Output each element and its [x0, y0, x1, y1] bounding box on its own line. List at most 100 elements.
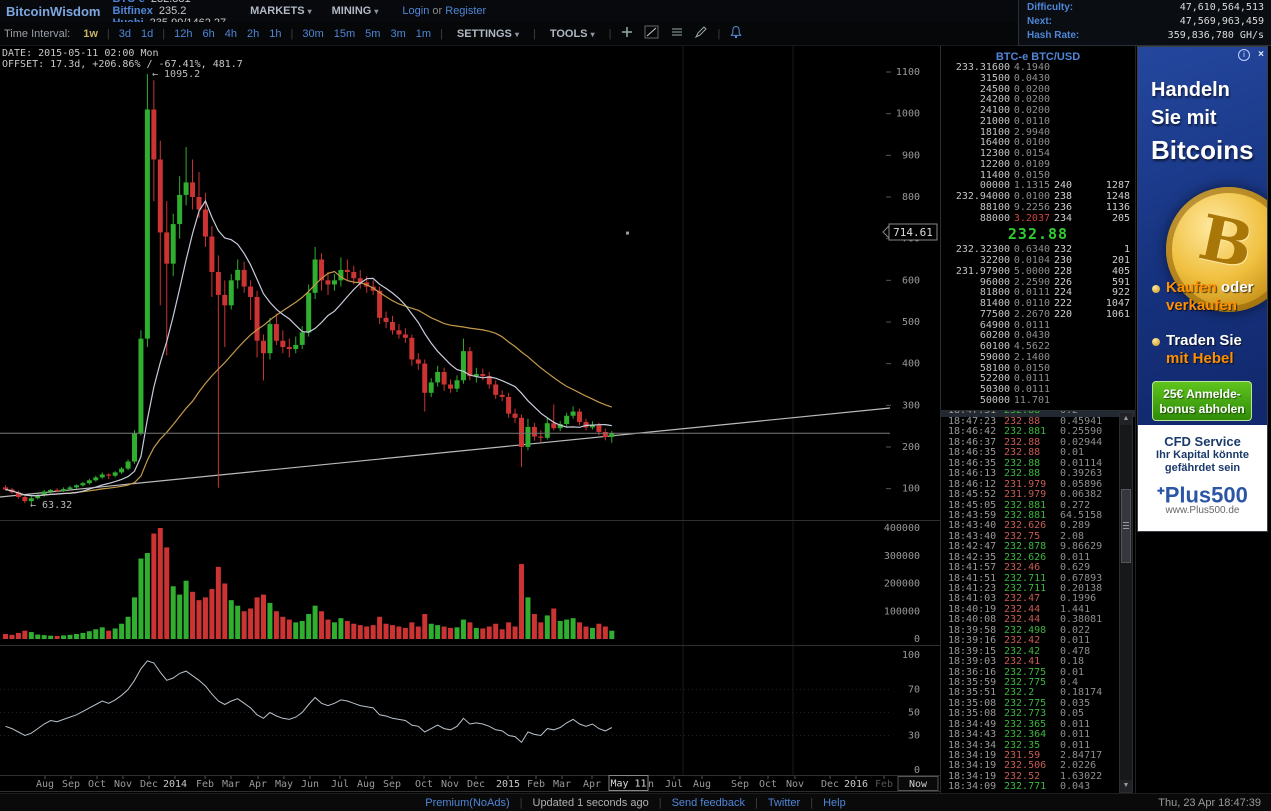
help-link[interactable]: Help: [823, 797, 846, 809]
trade-price: 232.775: [1004, 666, 1047, 678]
book-group-price: [1052, 385, 1072, 396]
chart-toolbar: Time Interval: 1w | 3d 1d | 12h 6h 4h 2h 1h | 30m 15…: [0, 22, 1018, 46]
interval-5m[interactable]: 5m: [365, 27, 381, 40]
interval-15m[interactable]: 15m: [333, 27, 356, 40]
ad-info-icon[interactable]: i: [1238, 49, 1250, 61]
interval-3m[interactable]: 3m: [390, 27, 406, 40]
lines-icon[interactable]: [670, 25, 684, 42]
candle-body: [170, 224, 176, 264]
trade-price: 232.775: [1004, 676, 1047, 688]
panel-divider: [940, 46, 941, 793]
candle-body: [112, 472, 118, 476]
interval-12h[interactable]: 12h: [174, 27, 193, 40]
plus500-ad[interactable]: i × Handeln Sie mit Bitcoins B Kaufen od…: [1137, 46, 1268, 532]
candle-body: [293, 344, 299, 350]
interval-3d[interactable]: 3d: [118, 27, 132, 40]
settings-menu[interactable]: SETTINGS ▾: [456, 27, 519, 40]
scroll-up-button[interactable]: ▲: [1120, 413, 1132, 425]
candle-body: [3, 487, 8, 490]
candle-body: [54, 489, 60, 492]
trade-row: 18:34:09 232.771 0.043: [941, 781, 1135, 792]
close-icon[interactable]: ×: [1258, 49, 1264, 60]
bell-icon[interactable]: [729, 25, 743, 43]
or-text: or: [432, 5, 443, 17]
axis-tick-label: 200000: [884, 579, 920, 590]
x-axis-label: Mar: [553, 779, 571, 790]
trade-amount: 2.08: [1060, 530, 1085, 542]
book-price: 77500: [979, 308, 1010, 320]
candle-body: [409, 337, 415, 360]
volume-bar: [61, 635, 67, 639]
book-amount: 2.9940: [1013, 126, 1050, 138]
book-group-price: [1052, 85, 1072, 96]
interval-1m[interactable]: 1m: [415, 27, 432, 40]
tools-menu[interactable]: TOOLS ▾: [549, 27, 595, 40]
trade-price: 232.44: [1004, 603, 1041, 615]
now-button[interactable]: [897, 776, 939, 791]
trade-time: 18:46:42: [948, 426, 997, 438]
trade-time: 18:43:40: [948, 530, 997, 542]
ad-url[interactable]: www.Plus500.de: [1165, 505, 1240, 517]
trade-price: 232.365: [1004, 718, 1047, 730]
candle-body: [41, 491, 47, 496]
book-amount: 0.0104: [1013, 255, 1050, 266]
date-tag-value: May 11: [610, 779, 646, 790]
send-feedback-link[interactable]: Send feedback: [671, 797, 745, 809]
book-amount: 1.1315: [1013, 180, 1050, 192]
candle-body: [28, 498, 34, 502]
volume-bar: [499, 629, 505, 639]
interval-1w[interactable]: 1w: [83, 27, 98, 40]
premium-link[interactable]: Premium(NoAds): [425, 797, 510, 809]
trade-price: 232.88: [1004, 457, 1041, 469]
volume-bar: [132, 597, 137, 639]
interval-6h[interactable]: 6h: [202, 27, 215, 40]
draw-line-icon[interactable]: [644, 25, 660, 42]
ticker-bitfinex[interactable]: Bitfinex 235.2: [113, 5, 227, 17]
register-link[interactable]: Register: [445, 5, 487, 17]
interval-30m[interactable]: 30m: [302, 27, 324, 40]
candlestick-chart[interactable]: 1002003004005006007008009001000110001000…: [0, 0, 940, 793]
low-annotation: ← 63.32: [30, 500, 72, 511]
trade-time: 18:41:03: [948, 593, 997, 605]
book-amount: 0.0100: [1013, 191, 1050, 202]
interval-4h[interactable]: 4h: [224, 27, 237, 40]
volume-bar: [428, 623, 434, 639]
mining-menu[interactable]: MINING ▾: [331, 5, 379, 17]
site-logo[interactable]: BitcoinWisdom: [6, 3, 101, 19]
candle-body: [435, 371, 441, 383]
interval-2h[interactable]: 2h: [247, 27, 260, 40]
scrollbar-thumb[interactable]: [1121, 489, 1131, 563]
trade-time: 18:40:08: [948, 614, 997, 626]
ad-bonus-button[interactable]: 25€ Anmelde-bonus abholen: [1152, 381, 1252, 421]
volume-bar: [602, 626, 608, 639]
candle-body: [267, 324, 273, 354]
trade-price: 232.364: [1004, 729, 1047, 741]
trade-price: 232.506: [1004, 760, 1047, 772]
volume-bar: [196, 600, 202, 639]
trade-time: 18:40:19: [948, 603, 997, 615]
book-amount: 3.2037: [1013, 212, 1050, 224]
login-link[interactable]: Login: [402, 5, 430, 17]
ticker-btc-e[interactable]: BTC-e 232.881: [113, 0, 227, 5]
trendline: [0, 407, 891, 498]
book-group-price: [1052, 331, 1072, 342]
book-price: 21000: [979, 115, 1010, 127]
interval-1d[interactable]: 1d: [141, 27, 154, 40]
plus-icon[interactable]: [620, 25, 634, 42]
interval-1h[interactable]: 1h: [269, 27, 282, 40]
trade-row: 18:41:51 232.711 0.67893: [941, 573, 1135, 584]
order-book-row: 21000 0.0110: [941, 115, 1135, 128]
markets-menu[interactable]: MARKETS ▾: [250, 5, 312, 17]
volume-bar: [86, 631, 92, 639]
twitter-link[interactable]: Twitter: [767, 797, 801, 809]
scroll-down-button[interactable]: ▼: [1120, 780, 1132, 792]
volume-bar: [125, 616, 131, 639]
brush-icon[interactable]: [694, 25, 708, 42]
chevron-down-icon: ▾: [307, 7, 312, 16]
book-group-sum: 1047: [1105, 298, 1130, 309]
book-price: 18100: [979, 126, 1010, 138]
trade-time: 18:34:49: [948, 718, 997, 730]
ad-risk-text: Ihr Kapital könnte: [1156, 449, 1249, 461]
trades-scrollbar[interactable]: ▲ ▼: [1119, 412, 1133, 793]
book-amount: 0.0111: [1013, 319, 1050, 331]
